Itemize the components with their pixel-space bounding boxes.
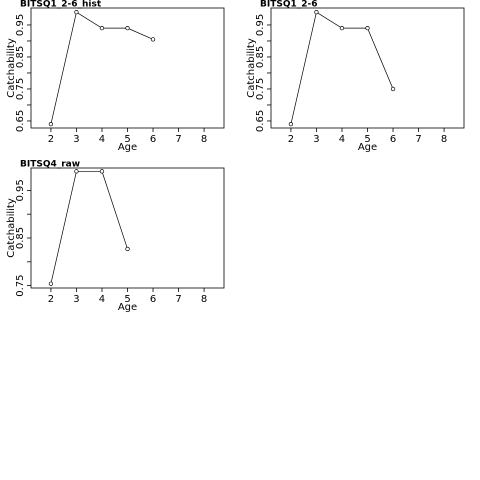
y-axis-label: Catchability: [6, 198, 17, 258]
y-tick-label: 0.95: [15, 179, 26, 201]
x-axis-label: Age: [118, 142, 137, 153]
x-tick-label: 8: [441, 134, 447, 145]
y-tick-label: 0.75: [15, 78, 26, 100]
x-tick-label: 7: [175, 294, 181, 305]
data-point: [74, 169, 79, 174]
data-point: [99, 169, 105, 174]
y-axis-label: Catchability: [246, 38, 257, 98]
x-tick-label: 5: [364, 134, 370, 145]
x-tick-label: 4: [339, 134, 345, 145]
plot-frame: [30, 167, 225, 289]
x-tick-label: 2: [288, 134, 294, 145]
x-tick-label: 8: [201, 294, 207, 305]
data-point: [365, 26, 370, 31]
data-point: [150, 37, 156, 42]
x-tick-label: 6: [150, 294, 156, 305]
x-tick-label: 5: [124, 134, 130, 145]
x-tick-label: 6: [150, 134, 156, 145]
data-point: [125, 246, 130, 252]
x-tick-label: 7: [415, 134, 421, 145]
data-point: [339, 26, 345, 31]
data-point: [48, 281, 54, 286]
x-tick-label: 5: [124, 294, 130, 305]
plot-frame: [30, 7, 225, 129]
x-tick-label: 2: [48, 134, 54, 145]
x-tick-label: 7: [175, 134, 181, 145]
plot-frame: [270, 7, 465, 129]
data-point: [125, 26, 130, 31]
x-tick-label: 3: [73, 294, 79, 305]
x-axis-label: Age: [358, 142, 377, 153]
y-tick-label: 0.85: [15, 227, 26, 249]
chart-title: BITSQ1_2-6: [260, 0, 318, 10]
x-axis-label: Age: [118, 302, 137, 313]
y-tick-label: 0.85: [255, 46, 266, 68]
y-axis-label: Catchability: [6, 38, 17, 98]
x-tick-label: 6: [390, 134, 396, 145]
chart-title: BITSQ4_raw: [20, 160, 80, 170]
y-tick-label: 0.75: [255, 78, 266, 100]
y-tick-label: 0.65: [255, 110, 266, 132]
y-tick-label: 0.95: [15, 14, 26, 36]
data-point: [314, 10, 319, 15]
data-line: [50, 170, 128, 284]
data-point: [48, 122, 54, 127]
data-point: [74, 10, 79, 15]
chart-title: BITSQ1_2-6_hist: [20, 0, 102, 10]
data-point: [288, 122, 294, 127]
y-tick-label: 0.85: [15, 46, 26, 68]
x-tick-label: 3: [73, 134, 79, 145]
y-tick-label: 0.75: [15, 274, 26, 296]
x-tick-label: 8: [201, 134, 207, 145]
x-tick-label: 2: [48, 294, 54, 305]
x-tick-label: 3: [313, 134, 319, 145]
x-tick-label: 4: [99, 134, 105, 145]
y-tick-label: 0.95: [255, 14, 266, 36]
data-point: [99, 26, 105, 31]
data-point: [390, 86, 396, 92]
x-tick-label: 4: [99, 294, 105, 305]
y-tick-label: 0.65: [15, 110, 26, 132]
